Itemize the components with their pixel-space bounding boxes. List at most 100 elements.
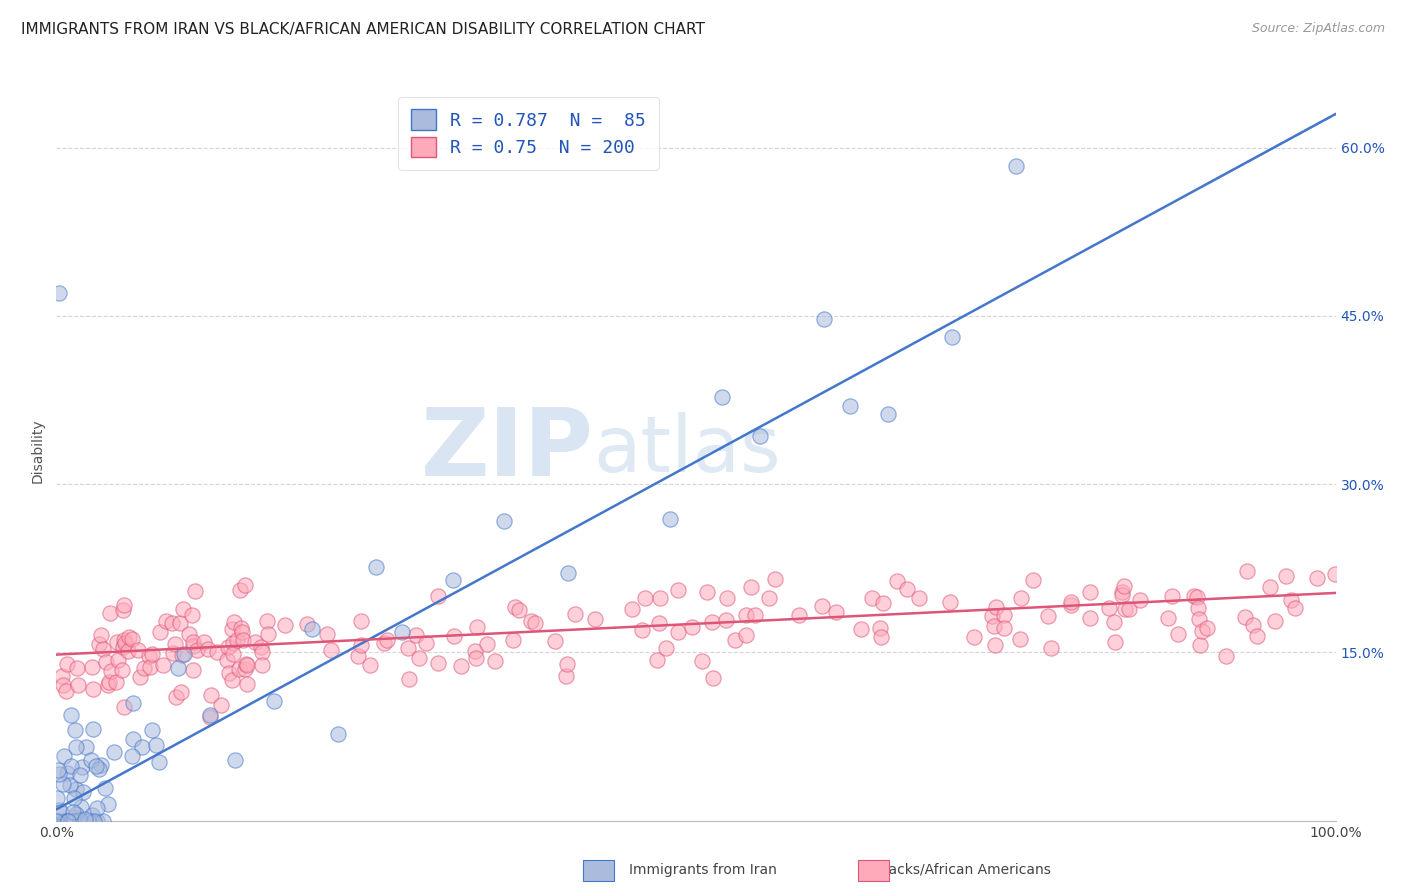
Point [169, 616, 191, 631]
Point [700, 615, 723, 629]
Point [215, 653, 238, 667]
Point [243, 635, 266, 649]
Point [250, 640, 273, 654]
Point [233, 662, 256, 676]
Point [48, 766, 70, 780]
Point [229, 621, 252, 635]
Y-axis label: Disability: Disability [31, 418, 45, 483]
Point [252, 658, 274, 673]
Point [1182, 590, 1205, 604]
Point [228, 583, 250, 598]
Point [408, 650, 430, 665]
Point [121, 632, 143, 646]
Point [73, 812, 96, 826]
Point [165, 690, 187, 704]
Point [426, 657, 449, 671]
Point [907, 591, 929, 606]
Point [63, 814, 86, 828]
Point [359, 657, 381, 672]
Point [620, 602, 643, 616]
Point [67, 814, 90, 828]
Point [543, 634, 565, 648]
Point [89, 762, 111, 776]
Point [564, 607, 586, 621]
Point [477, 637, 499, 651]
Point [896, 582, 918, 596]
Point [1118, 602, 1140, 616]
Point [443, 629, 465, 643]
Point [107, 653, 129, 667]
Point [1236, 564, 1258, 578]
Point [648, 591, 671, 605]
Point [84, 759, 107, 773]
Point [986, 599, 1008, 614]
Point [787, 608, 810, 623]
Point [723, 633, 745, 648]
Point [59, 778, 82, 792]
Point [1241, 617, 1264, 632]
Point [1233, 610, 1256, 624]
Point [1264, 614, 1286, 628]
Point [349, 638, 371, 652]
Point [349, 614, 371, 628]
Point [1275, 569, 1298, 583]
Point [173, 647, 195, 661]
Point [710, 390, 733, 404]
Point [450, 659, 472, 673]
Text: IMMIGRANTS FROM IRAN VS BLACK/AFRICAN AMERICAN DISABILITY CORRELATION CHART: IMMIGRANTS FROM IRAN VS BLACK/AFRICAN AM… [21, 22, 704, 37]
Point [228, 662, 250, 676]
Point [149, 625, 172, 640]
Point [122, 732, 145, 747]
Point [256, 614, 278, 628]
Point [981, 609, 1004, 624]
Point [941, 330, 963, 344]
Point [70, 760, 93, 774]
Point [838, 399, 860, 413]
Point [391, 625, 413, 640]
Point [326, 727, 349, 741]
Text: Blacks/African Americans: Blacks/African Americans [875, 863, 1052, 877]
Point [112, 633, 135, 648]
Legend: R = 0.787  N =  85, R = 0.75  N = 200: R = 0.787 N = 85, R = 0.75 N = 200 [398, 96, 658, 170]
Point [89, 637, 111, 651]
Point [46, 790, 69, 805]
Text: Source: ZipAtlas.com: Source: ZipAtlas.com [1251, 22, 1385, 36]
Point [86, 801, 108, 815]
Point [207, 645, 229, 659]
Point [49, 805, 72, 820]
Point [139, 660, 162, 674]
Point [141, 647, 163, 661]
Point [209, 698, 232, 713]
Point [48, 814, 70, 828]
Point [464, 644, 486, 658]
Point [415, 636, 437, 650]
Point [66, 661, 89, 675]
Point [183, 664, 205, 678]
Point [666, 583, 689, 598]
Point [65, 807, 87, 822]
Point [66, 814, 89, 828]
Point [48, 803, 70, 817]
Point [1078, 611, 1101, 625]
Point [316, 627, 339, 641]
Point [1258, 580, 1281, 594]
Point [250, 645, 273, 659]
Point [236, 677, 259, 691]
Point [52, 814, 75, 828]
Point [1114, 602, 1136, 616]
Point [375, 633, 398, 648]
Point [1078, 585, 1101, 599]
Point [56, 814, 79, 828]
Point [465, 620, 488, 634]
Point [97, 797, 120, 811]
Point [583, 612, 606, 626]
Point [659, 511, 682, 525]
Point [963, 630, 986, 644]
Point [1197, 621, 1219, 635]
Point [56, 766, 79, 780]
Point [52, 748, 75, 763]
Point [524, 615, 547, 630]
Point [645, 653, 668, 667]
Point [226, 632, 249, 647]
Point [1038, 608, 1060, 623]
